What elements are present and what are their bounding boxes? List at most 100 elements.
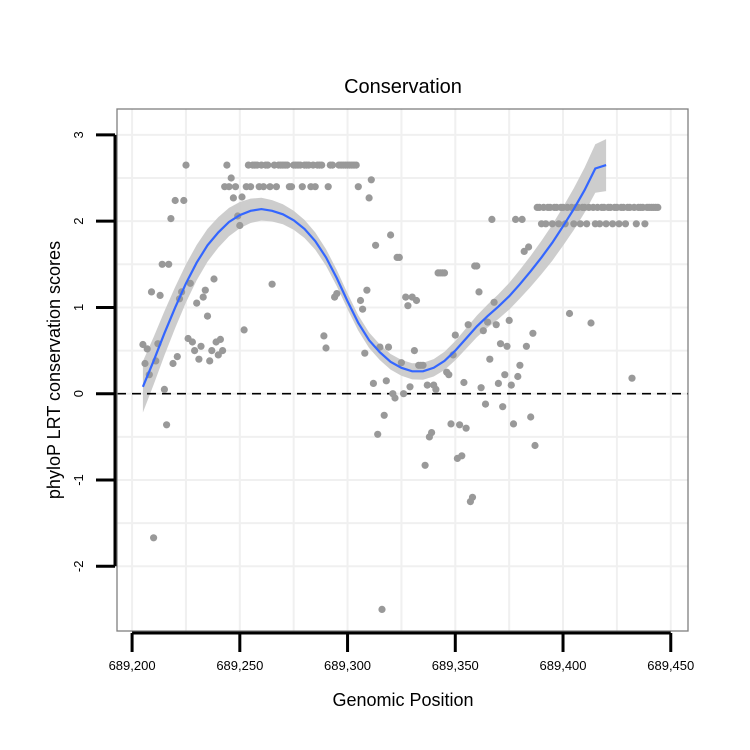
data-point <box>197 342 205 350</box>
data-point <box>193 299 201 307</box>
data-point <box>352 161 360 169</box>
data-point <box>173 353 181 361</box>
data-point <box>460 378 468 387</box>
data-point <box>488 215 496 223</box>
data-point <box>272 183 280 191</box>
data-point <box>374 430 382 438</box>
data-point <box>322 344 330 352</box>
data-point <box>548 220 556 228</box>
data-point <box>240 326 248 334</box>
y-tick-label: 3 <box>71 131 86 138</box>
data-point <box>180 196 188 205</box>
data-point <box>609 220 617 228</box>
data-point <box>404 302 412 310</box>
data-point <box>419 361 427 369</box>
data-point <box>264 161 272 169</box>
data-point <box>287 183 296 191</box>
data-point <box>359 305 367 313</box>
data-point <box>268 280 276 288</box>
data-point <box>320 332 328 340</box>
data-point <box>511 215 520 223</box>
data-point <box>143 345 151 353</box>
data-point <box>479 327 487 335</box>
data-point <box>361 349 369 357</box>
data-point <box>473 262 481 270</box>
data-point <box>223 161 231 169</box>
data-point <box>509 420 518 428</box>
data-point <box>382 377 390 385</box>
data-point <box>499 403 507 411</box>
confidence-band-area <box>142 139 607 413</box>
data-point <box>477 384 485 392</box>
data-point <box>227 174 235 182</box>
data-point <box>156 291 164 299</box>
data-point <box>503 342 511 350</box>
data-point <box>596 220 604 228</box>
data-point <box>654 203 662 211</box>
data-point <box>484 318 492 326</box>
data-point <box>167 215 175 223</box>
data-point <box>216 335 224 343</box>
data-point <box>432 385 440 393</box>
data-point <box>139 340 147 349</box>
data-point <box>522 342 531 350</box>
data-point <box>169 359 177 368</box>
data-point <box>475 288 483 296</box>
data-point <box>576 220 584 228</box>
data-point <box>397 359 405 367</box>
data-point <box>423 381 431 389</box>
y-tick-label: -1 <box>71 474 86 486</box>
data-point <box>529 329 537 337</box>
data-point <box>182 161 190 169</box>
data-point <box>283 161 291 169</box>
data-point <box>458 452 466 460</box>
data-point <box>201 286 209 294</box>
data-point <box>160 385 168 393</box>
data-point <box>428 429 436 437</box>
data-point <box>391 394 399 402</box>
data-point <box>163 421 171 429</box>
data-point <box>365 194 373 202</box>
data-point <box>266 183 274 191</box>
data-point <box>384 343 393 351</box>
data-point <box>147 288 156 296</box>
data-point <box>628 374 636 382</box>
data-point <box>367 176 375 184</box>
data-point <box>356 296 365 305</box>
data-point <box>410 347 418 355</box>
data-point <box>641 220 649 228</box>
data-point <box>354 183 362 191</box>
data-point <box>527 413 535 421</box>
data-point <box>395 253 403 261</box>
x-tick-label: 689,400 <box>540 658 587 673</box>
y-axis-label: phyloP LRT conservation scores <box>44 241 64 499</box>
grid-lines <box>117 109 688 631</box>
confidence-band <box>142 139 607 413</box>
x-tick-label: 689,450 <box>647 658 694 673</box>
y-tick-label: 2 <box>71 218 86 225</box>
x-axis: 689,200 689,250 689,300 689,350 689,400 689,4… <box>109 631 694 673</box>
y-axis: -2 -1 0 1 2 3 <box>71 131 117 573</box>
data-point <box>602 220 610 228</box>
data-point <box>570 220 578 228</box>
data-point <box>150 534 158 542</box>
y-tick-label: -2 <box>71 561 86 573</box>
data-point <box>219 347 227 355</box>
data-point <box>451 331 459 339</box>
data-point <box>380 411 388 419</box>
smooth-curve <box>141 164 607 388</box>
data-point <box>583 220 591 228</box>
data-point <box>318 161 326 169</box>
data-point <box>490 298 498 306</box>
data-point <box>259 183 268 191</box>
data-point <box>587 319 595 327</box>
data-point <box>333 290 341 298</box>
data-point <box>481 400 490 408</box>
data-point <box>236 221 244 230</box>
data-point <box>406 383 414 391</box>
data-point <box>203 312 212 320</box>
data-point <box>421 461 429 469</box>
y-tick-label: 1 <box>71 304 86 311</box>
data-point <box>494 379 502 387</box>
data-point <box>462 424 470 432</box>
